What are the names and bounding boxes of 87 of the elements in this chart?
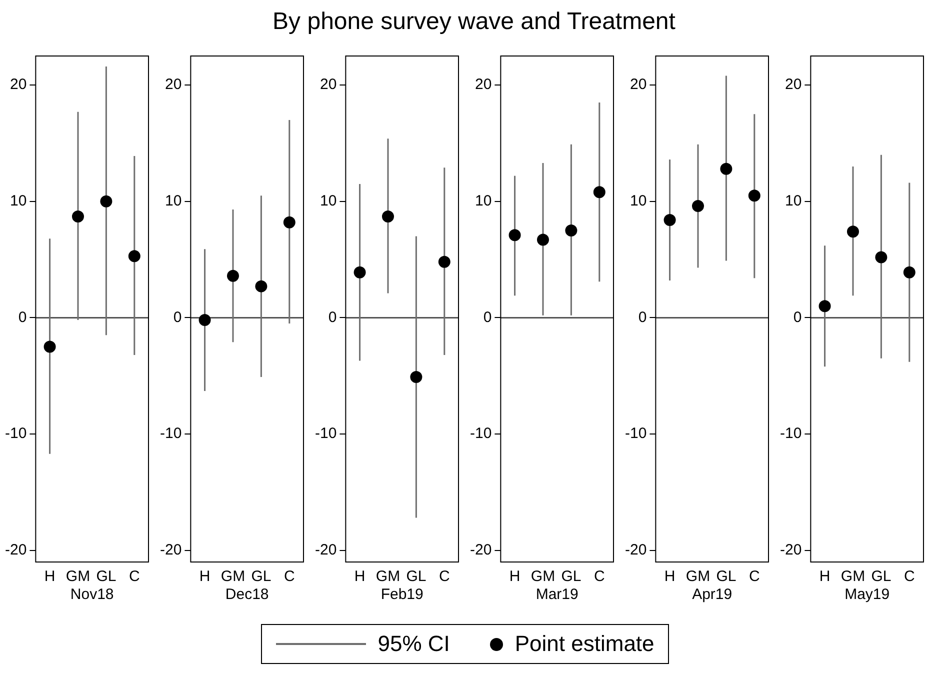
y-tick-label: -20 bbox=[314, 542, 337, 559]
x-tick-label: GM bbox=[840, 568, 866, 586]
x-tick-label: GL bbox=[561, 568, 582, 586]
x-tick-label: GL bbox=[251, 568, 272, 586]
y-tick-label: 0 bbox=[638, 308, 647, 326]
point bbox=[875, 251, 888, 264]
x-axis-title: Apr19 bbox=[692, 586, 732, 604]
y-tick-label: 0 bbox=[18, 308, 27, 326]
x-tick-label: H bbox=[819, 568, 830, 586]
y-tick-label: 20 bbox=[784, 76, 802, 94]
y-tick-label: 10 bbox=[784, 192, 802, 210]
point bbox=[255, 280, 268, 292]
point bbox=[903, 266, 916, 278]
y-tick-label: -10 bbox=[160, 425, 182, 442]
x-tick-label: H bbox=[199, 568, 210, 586]
point bbox=[692, 200, 704, 212]
x-tick-label: H bbox=[354, 568, 366, 586]
point bbox=[198, 314, 211, 326]
x-tick-label: GL bbox=[406, 568, 426, 586]
y-tick-label: -20 bbox=[624, 542, 647, 559]
y-tick-label: 10 bbox=[320, 192, 337, 210]
y-tick-label: 20 bbox=[630, 76, 647, 94]
y-tick-label: 10 bbox=[164, 192, 182, 210]
x-tick-label: GM bbox=[220, 568, 246, 586]
text: 95% CI bbox=[378, 631, 450, 657]
legend-label: Point estimate bbox=[514, 631, 654, 657]
point bbox=[72, 210, 84, 223]
y-tick-label: 20 bbox=[164, 76, 182, 94]
x-tick-label: GM bbox=[686, 568, 710, 586]
x-tick-label: C bbox=[748, 568, 760, 586]
y-tick-label: -20 bbox=[780, 542, 802, 559]
y-tick-label: 20 bbox=[474, 76, 492, 94]
point bbox=[664, 214, 676, 226]
point bbox=[818, 300, 831, 312]
point bbox=[100, 195, 112, 208]
x-tick-label: GM bbox=[376, 568, 400, 586]
x-tick-label: C bbox=[438, 568, 450, 586]
point bbox=[44, 340, 56, 353]
y-tick-label: 0 bbox=[328, 308, 337, 326]
x-axis-title: Feb19 bbox=[380, 586, 424, 604]
x-tick-label: C bbox=[128, 568, 140, 586]
x-tick-label: GL bbox=[96, 568, 116, 586]
y-tick-label: 20 bbox=[320, 76, 337, 94]
point bbox=[508, 229, 521, 242]
x-axis-title: Mar19 bbox=[536, 586, 578, 604]
point bbox=[226, 270, 239, 282]
x-axis-title: Dec18 bbox=[225, 586, 269, 604]
x-axis-title: Nov18 bbox=[70, 586, 114, 604]
point bbox=[720, 162, 732, 175]
x-tick-label: GM bbox=[530, 568, 556, 586]
y-tick-label: -20 bbox=[470, 542, 492, 559]
x-tick-label: GL bbox=[871, 568, 892, 586]
y-tick-label: 0 bbox=[173, 308, 182, 326]
y-tick-label: 10 bbox=[630, 192, 647, 210]
y-tick-label: 0 bbox=[483, 308, 492, 326]
x-tick-label: C bbox=[904, 568, 915, 586]
y-tick-label: -10 bbox=[4, 425, 27, 442]
x-tick-label: H bbox=[509, 568, 520, 586]
point bbox=[354, 266, 366, 278]
y-tick-label: -10 bbox=[780, 425, 802, 442]
point bbox=[536, 234, 549, 246]
y-tick-label: 10 bbox=[10, 192, 27, 210]
point bbox=[438, 256, 450, 268]
y-tick-label: -20 bbox=[160, 542, 182, 559]
point bbox=[593, 186, 606, 198]
y-tick-label: -10 bbox=[470, 425, 492, 442]
y-tick-label: 10 bbox=[474, 192, 492, 210]
x-tick-label: C bbox=[594, 568, 605, 586]
point bbox=[410, 371, 422, 384]
point bbox=[128, 250, 140, 262]
point bbox=[846, 226, 859, 238]
y-tick-label: -20 bbox=[4, 542, 27, 559]
x-tick-label: GM bbox=[66, 568, 90, 586]
chart-title: By phone survey wave and Treatment bbox=[272, 7, 676, 37]
x-tick-label: H bbox=[44, 568, 56, 586]
y-tick-label: 0 bbox=[793, 308, 802, 326]
point bbox=[382, 210, 394, 223]
x-tick-label: GL bbox=[716, 568, 736, 586]
x-axis-title: May19 bbox=[844, 586, 890, 604]
y-tick-label: 20 bbox=[10, 76, 27, 94]
point bbox=[565, 224, 578, 236]
x-tick-label: H bbox=[664, 568, 676, 586]
point bbox=[283, 216, 296, 228]
y-tick-label: -10 bbox=[624, 425, 647, 442]
point bbox=[748, 190, 760, 202]
x-tick-label: C bbox=[284, 568, 295, 586]
y-tick-label: -10 bbox=[314, 425, 337, 442]
